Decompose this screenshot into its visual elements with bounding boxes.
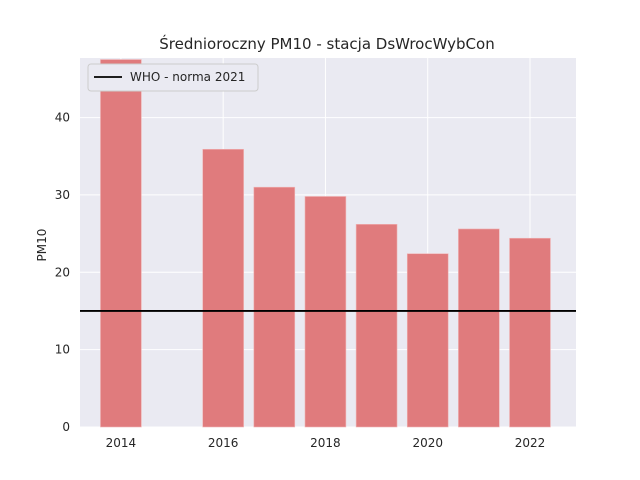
x-tick-label: 2016: [208, 436, 239, 450]
x-tick-label: 2022: [515, 436, 546, 450]
x-tick-labels: 2014 2016 2018 2020 2022: [106, 436, 546, 450]
x-tick-label: 2018: [310, 436, 341, 450]
bar: [406, 253, 449, 428]
y-tick-label: 30: [55, 188, 70, 202]
bar: [202, 148, 244, 428]
y-tick-label: 40: [55, 111, 70, 125]
bar: [458, 228, 500, 428]
bar: [253, 186, 296, 428]
y-tick-label: 20: [55, 265, 70, 279]
y-tick-label: 10: [55, 343, 70, 357]
bar: [509, 237, 551, 428]
bar: [100, 59, 142, 428]
y-axis-label: PM10: [35, 229, 49, 262]
bars: [100, 59, 551, 428]
y-tick-labels: 0 10 20 30 40: [55, 111, 70, 434]
y-tick-label: 0: [62, 420, 70, 434]
x-tick-label: 2014: [106, 436, 137, 450]
x-tick-label: 2020: [412, 436, 443, 450]
chart-title: Średnioroczny PM10 - stacja DsWrocWybCon: [159, 34, 494, 53]
legend-entry: WHO - norma 2021: [130, 70, 245, 84]
legend: WHO - norma 2021: [87, 63, 259, 92]
legend-box: [87, 63, 259, 92]
bar: [355, 224, 398, 428]
